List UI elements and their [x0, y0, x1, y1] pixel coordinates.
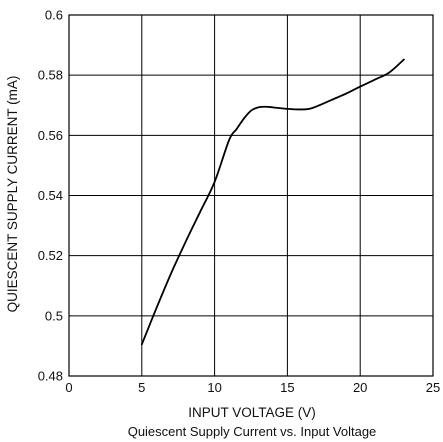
y-axis-title: QUIESCENT SUPPLY CURRENT (mA)	[5, 76, 20, 313]
x-tick-label: 10	[207, 380, 221, 395]
y-tick-label: 0.48	[38, 369, 63, 384]
x-tick-label: 20	[353, 380, 367, 395]
series-layer	[140, 58, 405, 346]
y-tick-label: 0.6	[45, 8, 63, 23]
plot-frame-group	[68, 14, 434, 377]
y-tick-label: 0.5	[45, 308, 63, 323]
y-tick-label: 0.56	[38, 128, 63, 143]
x-axis-ticks: 0 5 10 15 20 25	[65, 380, 440, 395]
x-tick-label: 15	[280, 380, 294, 395]
y-tick-label: 0.58	[38, 68, 63, 83]
x-tick-label: 0	[65, 380, 72, 395]
grid	[68, 14, 434, 377]
x-tick-label: 5	[138, 380, 145, 395]
series-line	[140, 58, 405, 346]
y-tick-label: 0.54	[38, 188, 63, 203]
x-axis-title: INPUT VOLTAGE (V)	[188, 405, 316, 420]
chart-title: Quiescent Supply Current vs. Input Volta…	[128, 424, 377, 439]
y-tick-label: 0.52	[38, 248, 63, 263]
x-tick-label: 25	[426, 380, 440, 395]
y-axis-ticks: 0.48 0.5 0.52 0.54 0.56 0.58 0.6	[38, 8, 63, 384]
plot-frame	[68, 14, 434, 377]
